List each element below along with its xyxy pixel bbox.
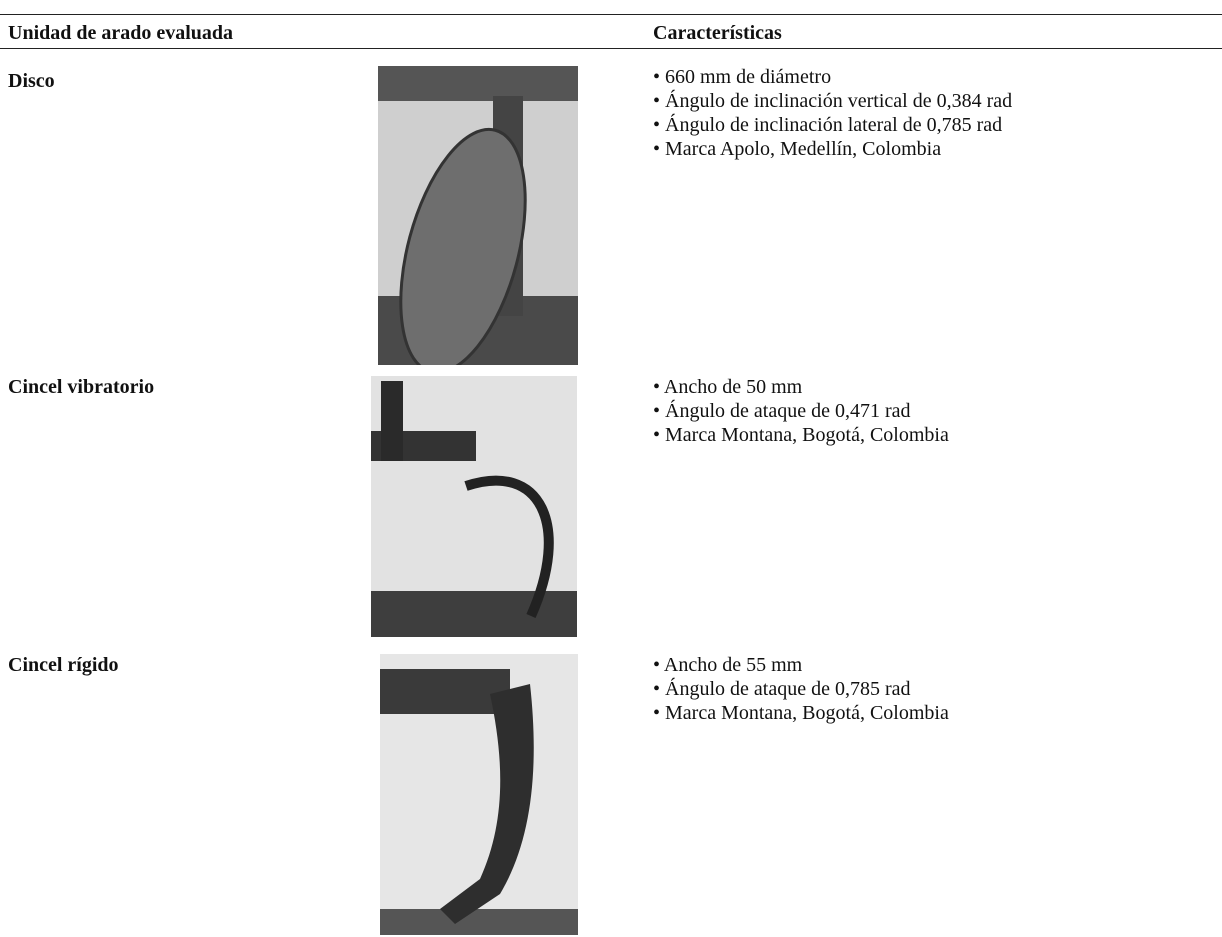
feature: • Marca Montana, Bogotá, Colombia: [653, 702, 949, 724]
row-name: Cincel rígido: [8, 654, 119, 676]
feature: • Ancho de 55 mm: [653, 654, 803, 676]
feature: • 660 mm de diámetro: [653, 66, 832, 88]
feature: • Ángulo de ataque de 0,471 rad: [653, 400, 911, 422]
vibrating-chisel-photo: [371, 376, 577, 637]
feature: • Marca Apolo, Medellín, Colombia: [653, 138, 942, 160]
feature-list: • 660 mm de diámetro • Ángulo de inclina…: [653, 65, 1012, 161]
feature: • Ancho de 50 mm: [653, 376, 803, 398]
row-name: Cincel vibratorio: [8, 376, 155, 398]
header-rule: [0, 48, 1222, 49]
rigid-chisel-photo: [380, 654, 578, 935]
feature: • Marca Montana, Bogotá, Colombia: [653, 424, 949, 446]
top-rule: [0, 14, 1222, 15]
feature-list: • Ancho de 50 mm • Ángulo de ataque de 0…: [653, 375, 949, 447]
feature: • Ángulo de ataque de 0,785 rad: [653, 678, 911, 700]
row-name: Disco: [8, 70, 55, 92]
feature: • Ángulo de inclinación lateral de 0,785…: [653, 114, 1003, 136]
header-cell: Unidad de arado evaluada: [8, 22, 234, 44]
disc-photo: [378, 66, 578, 365]
feature: • Ángulo de inclinación vertical de 0,38…: [653, 90, 1013, 112]
header-cell: Características: [653, 22, 782, 44]
feature-list: • Ancho de 55 mm • Ángulo de ataque de 0…: [653, 653, 949, 725]
